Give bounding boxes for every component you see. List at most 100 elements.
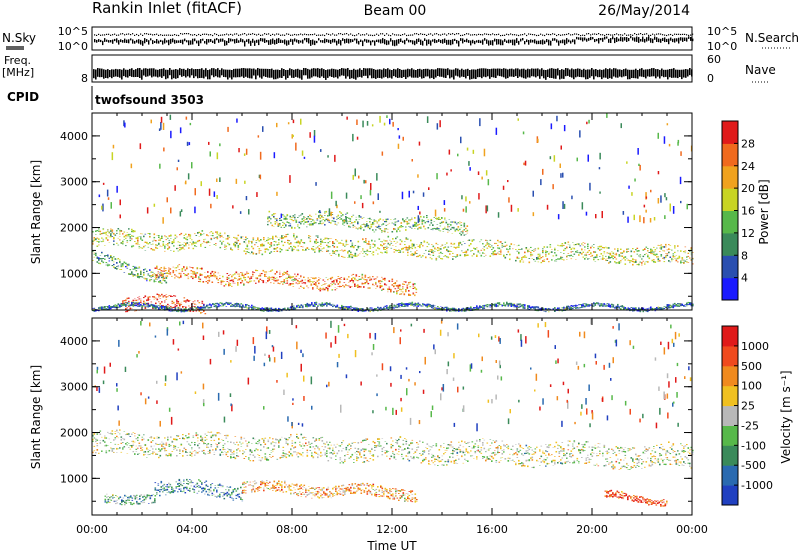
power-cell — [321, 303, 324, 305]
power-cell — [137, 274, 139, 276]
frequency-point — [111, 69, 113, 79]
power-cell — [169, 273, 172, 275]
power-cell — [188, 310, 190, 312]
noise-search-point — [404, 33, 406, 35]
power-cell — [337, 278, 340, 279]
power-cell — [582, 251, 585, 253]
power-cell — [287, 307, 289, 310]
power-cell — [431, 258, 433, 260]
noise-search-point — [520, 34, 522, 36]
frequency-point — [467, 68, 469, 76]
power-cell — [372, 310, 375, 312]
power-cell — [267, 279, 269, 281]
noise-search-point — [224, 34, 226, 36]
power-cell — [167, 248, 169, 250]
power-cell — [341, 249, 343, 251]
power-cell — [449, 253, 451, 255]
power-cell — [602, 255, 604, 257]
power-cell — [105, 264, 108, 266]
noise-sky-point — [482, 39, 484, 45]
power-cell — [515, 249, 517, 250]
frequency-point — [405, 69, 407, 79]
power-cell — [521, 257, 523, 259]
power-cell — [324, 283, 326, 284]
power-cell — [182, 244, 184, 245]
noise-search-point — [680, 33, 682, 36]
power-cell — [164, 308, 166, 310]
noise-sky-point — [306, 38, 308, 43]
power-cell — [180, 232, 183, 235]
power-cell — [351, 244, 354, 246]
noise-sky-point — [454, 38, 456, 41]
power-cell — [347, 244, 349, 245]
power-cell — [283, 280, 286, 282]
power-cell — [588, 249, 591, 252]
noise-search-point — [166, 34, 168, 36]
power-cell — [432, 229, 434, 231]
power-cell — [355, 227, 358, 229]
noise-sky-point — [586, 38, 588, 42]
power-cell — [143, 269, 145, 271]
power-cell — [128, 304, 130, 306]
frequency-point — [217, 68, 219, 78]
power-cell — [267, 281, 269, 282]
power-cell — [108, 260, 111, 262]
power-cell — [217, 282, 220, 284]
power-cell — [209, 245, 211, 246]
power-cell — [405, 249, 408, 251]
power-cell — [218, 305, 220, 307]
power-cell — [332, 252, 334, 254]
power-cell — [165, 309, 168, 310]
power-cell — [582, 256, 585, 258]
power-cell — [243, 276, 245, 279]
power-cell — [276, 247, 279, 249]
power-cell — [98, 241, 100, 243]
power-cell — [95, 252, 97, 255]
power-cell — [396, 280, 398, 282]
noise-sky-point — [186, 40, 188, 43]
power-cell — [394, 221, 397, 223]
noise-search-point — [98, 33, 100, 35]
noise-search-point — [414, 33, 416, 35]
power-cell — [641, 262, 643, 264]
power-cell — [651, 259, 654, 262]
power-cell — [283, 273, 286, 275]
noise-search-point — [118, 34, 120, 36]
power-cell — [354, 254, 357, 256]
power-cell — [410, 239, 412, 242]
power-cell — [228, 282, 230, 284]
frequency-point — [251, 68, 253, 79]
power-cell — [593, 257, 595, 258]
frequency-point — [663, 69, 665, 78]
power-cell — [438, 249, 441, 251]
power-cell — [318, 304, 321, 306]
power-cell — [436, 227, 439, 229]
power-cell — [354, 307, 357, 309]
power-cell — [134, 300, 136, 301]
power-cell — [236, 237, 238, 240]
power-cell — [482, 243, 484, 245]
power-cell — [129, 304, 132, 306]
power-cell — [316, 280, 319, 282]
power-cell — [318, 288, 320, 290]
power-cell — [104, 232, 106, 234]
power-cell — [232, 282, 235, 284]
power-cell — [110, 256, 112, 258]
power-cell — [390, 241, 393, 242]
power-cell — [147, 298, 150, 300]
power-cell — [215, 244, 217, 246]
power-cell — [401, 248, 403, 250]
noise-search-point — [248, 33, 250, 35]
power-cell — [441, 217, 443, 219]
noise-sky-point — [382, 38, 384, 44]
power-cell — [668, 248, 670, 250]
power-cell — [303, 282, 305, 284]
power-cell — [276, 244, 279, 246]
noise-sky-point — [548, 39, 550, 46]
power-cell — [116, 268, 118, 270]
power-cell — [210, 274, 212, 276]
power-cell — [206, 305, 208, 308]
power-cell — [504, 256, 507, 259]
noise-search-point — [272, 33, 274, 35]
power-cell — [207, 241, 210, 243]
